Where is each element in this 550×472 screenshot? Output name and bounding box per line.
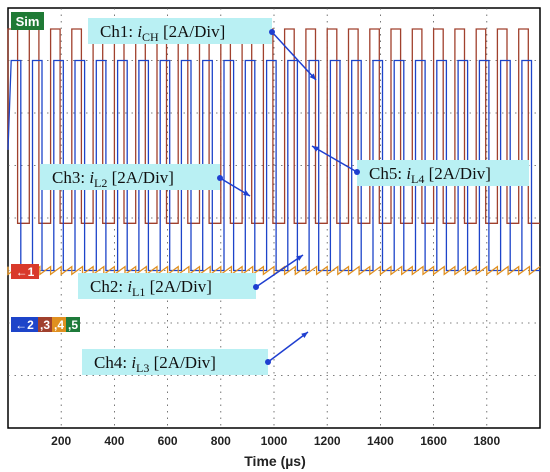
arrow-ch4 bbox=[267, 331, 309, 363]
label-box-ch2 bbox=[78, 273, 256, 299]
ch1-marker bbox=[11, 264, 39, 279]
label-box-ch1 bbox=[88, 18, 272, 44]
arrow-ch5 bbox=[311, 145, 358, 173]
x-tick-label: 600 bbox=[158, 434, 178, 448]
arrow-head-ch4 bbox=[301, 332, 308, 338]
arrow-head-ch1 bbox=[309, 73, 316, 80]
x-tick-label: 800 bbox=[211, 434, 231, 448]
label-box-ch3 bbox=[40, 164, 220, 190]
x-tick-label: 200 bbox=[51, 434, 71, 448]
group-marker-text: ,3 bbox=[40, 318, 50, 332]
group-marker-box bbox=[11, 317, 38, 332]
ch1-marker-text: ←1 bbox=[16, 265, 35, 279]
x-tick-label: 1200 bbox=[314, 434, 341, 448]
group-marker-text: ←2 bbox=[15, 318, 34, 332]
arrow-ch1 bbox=[271, 31, 317, 81]
sim-badge-box bbox=[11, 12, 44, 30]
channel-labels: Ch1: iCH [2A/Div] Ch5: iL4 [2A/Div] Ch3: i… bbox=[40, 18, 529, 375]
traces bbox=[7, 28, 541, 276]
group-marker-box bbox=[52, 317, 66, 332]
label-ch1: Ch1: iCH [2A/Div] bbox=[100, 22, 225, 44]
x-axis-label: Time (µs) bbox=[244, 453, 306, 469]
x-tick-label: 1800 bbox=[473, 434, 500, 448]
x-tick-label: 1000 bbox=[261, 434, 288, 448]
group-marker-box bbox=[66, 317, 80, 332]
group-marker-text: ,5 bbox=[68, 318, 78, 332]
label-ch2: Ch2: iL1 [2A/Div] bbox=[90, 277, 212, 299]
label-box-ch5 bbox=[357, 160, 529, 186]
x-tick-label: 1600 bbox=[420, 434, 447, 448]
label-ch3: Ch3: iL2 [2A/Div] bbox=[52, 168, 174, 190]
arrow-head-ch5 bbox=[312, 146, 319, 152]
label-ch5: Ch5: iL4 [2A/Div] bbox=[369, 164, 491, 186]
trace-ch4 bbox=[7, 265, 541, 276]
channel-markers: ←1 ←2 ,3 ,4 ,5 bbox=[11, 264, 80, 332]
trace-ch3 bbox=[7, 28, 540, 224]
group-marker-text: ,4 bbox=[54, 318, 64, 332]
label-box-ch4 bbox=[82, 349, 268, 375]
label-ch4: Ch4: iL3 [2A/Div] bbox=[94, 353, 216, 375]
sim-badge: Sim bbox=[11, 12, 44, 30]
x-tick-labels: 200 400 600 800 1000 1200 1400 1600 1800 bbox=[51, 434, 500, 448]
arrow-ch2 bbox=[255, 254, 304, 288]
sim-badge-text: Sim bbox=[16, 14, 40, 29]
x-tick-label: 400 bbox=[104, 434, 124, 448]
arrow-head-ch3 bbox=[243, 190, 250, 196]
x-tick-label: 1400 bbox=[367, 434, 394, 448]
group-marker-box bbox=[38, 317, 52, 332]
arrow-head-ch2 bbox=[296, 255, 303, 261]
